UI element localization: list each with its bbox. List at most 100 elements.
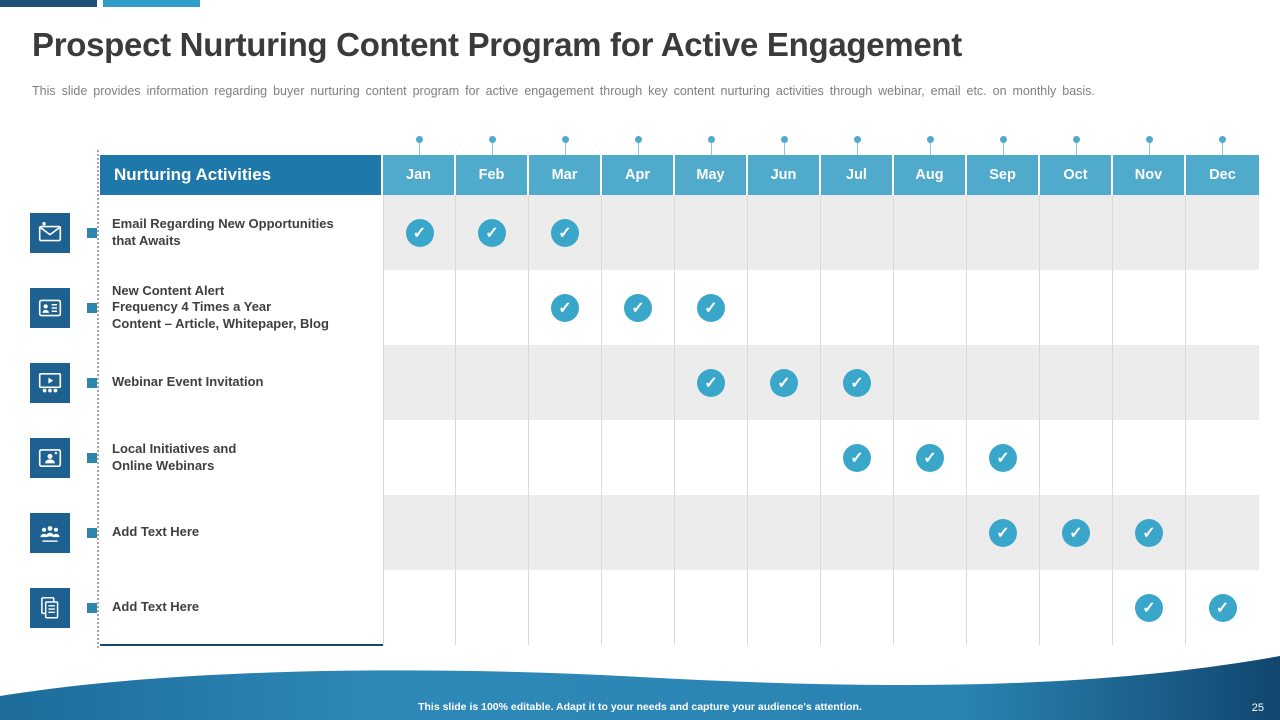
table-body: Email Regarding New Opportunities that Aw…	[87, 195, 1259, 645]
bullet-square	[87, 602, 97, 613]
month-cell-dec: ✓	[1186, 570, 1259, 645]
month-cell-feb	[456, 570, 529, 645]
month-header-jan: Jan	[383, 155, 456, 195]
check-icon: ✓	[551, 218, 579, 247]
month-cell-dec	[1186, 495, 1259, 570]
month-cell-nov	[1113, 195, 1186, 270]
month-cell-sep: ✓	[967, 420, 1040, 495]
month-cell-may: ✓	[675, 345, 748, 420]
month-cell-sep	[967, 195, 1040, 270]
month-header-may: May	[675, 155, 748, 195]
month-cell-sep	[967, 570, 1040, 645]
month-cell-oct	[1040, 270, 1113, 345]
month-header-jul: Jul	[821, 155, 894, 195]
activity-label: New Content Alert Frequency 4 Times a Yea…	[87, 270, 383, 345]
top-accent-bar-light	[103, 0, 200, 7]
table-row: Webinar Event Invitation ✓ ✓ ✓	[87, 345, 1259, 420]
month-header-feb: Feb	[456, 155, 529, 195]
month-cell-may	[675, 420, 748, 495]
month-cell-mar	[529, 345, 602, 420]
month-cell-jan	[383, 270, 456, 345]
month-cell-jul	[821, 570, 894, 645]
timeline-dots	[383, 136, 1259, 155]
timeline-dot	[1186, 136, 1259, 155]
month-cell-jan	[383, 345, 456, 420]
month-cell-aug: ✓	[894, 420, 967, 495]
footer-note: This slide is 100% editable. Adapt it to…	[418, 701, 862, 713]
month-cell-oct	[1040, 345, 1113, 420]
month-cell-mar: ✓	[529, 195, 602, 270]
check-icon: ✓	[697, 368, 725, 397]
bullet-square	[87, 227, 97, 238]
month-cell-nov	[1113, 345, 1186, 420]
table-row: New Content Alert Frequency 4 Times a Yea…	[87, 270, 1259, 345]
month-header-aug: Aug	[894, 155, 967, 195]
timeline-dot	[748, 136, 821, 155]
month-cell-jan	[383, 570, 456, 645]
activity-label-text: Email Regarding New Opportunities that Aw…	[112, 216, 334, 248]
check-icon: ✓	[843, 443, 871, 472]
month-cell-jun: ✓	[748, 345, 821, 420]
top-accent-bar-dark	[0, 0, 97, 7]
activity-label: Local Initiatives and Online Webinars	[87, 420, 383, 495]
month-cell-may	[675, 570, 748, 645]
activities-table: Nurturing Activities Jan Feb Mar Apr May Jun J…	[87, 155, 1259, 645]
month-cell-feb	[456, 495, 529, 570]
check-icon: ✓	[989, 443, 1017, 472]
month-header-row: Jan Feb Mar Apr May Jun Jul Aug Sep Oct Nov Dec	[383, 155, 1259, 195]
month-cell-jun	[748, 495, 821, 570]
check-icon: ✓	[551, 293, 579, 322]
bullet-square	[87, 452, 97, 463]
table-row: Local Initiatives and Online Webinars ✓ ✓ ✓	[87, 420, 1259, 495]
page-number: 25	[1251, 702, 1264, 714]
month-cell-feb	[456, 345, 529, 420]
check-icon: ✓	[843, 368, 871, 397]
month-cell-feb	[456, 420, 529, 495]
activity-label: Add Text Here	[87, 570, 383, 645]
month-cell-mar	[529, 570, 602, 645]
month-cell-apr	[602, 195, 675, 270]
activity-label: Add Text Here	[87, 495, 383, 570]
month-cell-mar: ✓	[529, 270, 602, 345]
month-cell-feb	[456, 270, 529, 345]
month-cell-dec	[1186, 195, 1259, 270]
activity-label-text: Webinar Event Invitation	[112, 374, 264, 390]
month-header-dec: Dec	[1186, 155, 1259, 195]
month-cell-apr	[602, 420, 675, 495]
month-cell-sep	[967, 270, 1040, 345]
month-cell-nov	[1113, 420, 1186, 495]
month-cell-jul: ✓	[821, 345, 894, 420]
label-column-underline	[100, 644, 383, 646]
page-title: Prospect Nurturing Content Program for A…	[32, 26, 962, 63]
table-row: Email Regarding New Opportunities that Aw…	[87, 195, 1259, 270]
month-cell-feb: ✓	[456, 195, 529, 270]
check-icon: ✓	[1062, 518, 1090, 547]
month-cell-jun	[748, 270, 821, 345]
timeline-dot	[602, 136, 675, 155]
month-cell-jul	[821, 495, 894, 570]
month-cell-may: ✓	[675, 270, 748, 345]
webinar-icon	[30, 362, 70, 403]
check-icon: ✓	[1208, 593, 1237, 622]
month-header-mar: Mar	[529, 155, 602, 195]
content-alert-icon	[30, 287, 70, 328]
bullet-square	[87, 302, 97, 313]
month-cell-jun	[748, 195, 821, 270]
activity-label: Webinar Event Invitation	[87, 345, 383, 420]
month-cell-apr	[602, 345, 675, 420]
check-icon: ✓	[1135, 593, 1163, 622]
month-header-apr: Apr	[602, 155, 675, 195]
check-icon: ✓	[697, 293, 725, 322]
activities-header: Nurturing Activities	[100, 155, 383, 195]
month-cell-jun	[748, 570, 821, 645]
activity-label: Email Regarding New Opportunities that Aw…	[87, 195, 383, 270]
month-cell-jul	[821, 270, 894, 345]
month-cell-oct	[1040, 420, 1113, 495]
month-header-nov: Nov	[1113, 155, 1186, 195]
month-cell-dec	[1186, 420, 1259, 495]
month-cell-sep	[967, 345, 1040, 420]
timeline-dot	[383, 136, 456, 155]
month-cell-apr	[602, 495, 675, 570]
table-row: Add Text Here ✓ ✓	[87, 570, 1259, 645]
